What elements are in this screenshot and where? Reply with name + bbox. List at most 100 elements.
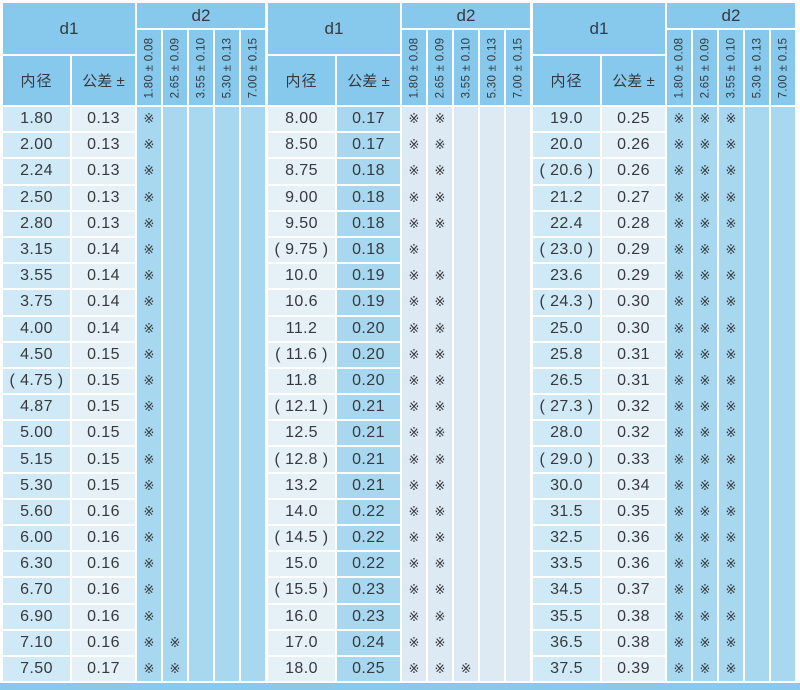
applicable-mark: ※: [673, 215, 685, 231]
inner-diameter-value-cell: ( 23.0 ): [533, 237, 600, 263]
tolerance-header-cell: 公差 ±: [72, 56, 135, 105]
mark-slot-empty: [189, 186, 213, 212]
applicable-mark: ※: [434, 425, 446, 441]
tolerance-value-cell: 0.16: [72, 552, 135, 577]
d2-header-cell: d2: [402, 3, 530, 28]
mark-slot-empty: [189, 343, 213, 369]
tolerance-value-cell: 0.18: [337, 237, 400, 263]
mark-slot-empty: [745, 421, 769, 447]
mark-slot-empty: [215, 212, 239, 238]
mark-slot-empty: [506, 212, 530, 238]
applicable-mark: ※: [725, 451, 737, 467]
inner-diameter-value-cell: 25.0: [533, 316, 600, 341]
applicable-mark: ※: [408, 477, 420, 493]
mark-slot-empty: [215, 133, 239, 159]
mark-slot-empty: [506, 107, 530, 133]
mark-slot-empty: [454, 290, 478, 316]
applicable-mark: ※: [434, 215, 446, 231]
applicable-mark: ※: [725, 189, 737, 205]
tolerance-value-cell: 0.13: [72, 159, 135, 184]
mark-slot-empty: [745, 631, 769, 657]
applicable-mark: ※: [699, 346, 711, 362]
applicable-mark: ※: [699, 163, 711, 179]
applicable-mark: ※: [434, 320, 446, 336]
d2-size-4-label: 5.30 ± 0.13: [221, 37, 233, 98]
mark-slot-empty: [241, 395, 265, 421]
tolerance-value-cell: 0.15: [72, 473, 135, 498]
mark-slot-empty: [771, 107, 795, 133]
mark-slot-empty: [241, 657, 265, 681]
mark-slot-empty: [163, 605, 187, 631]
applicable-mark: ※: [725, 477, 737, 493]
applicable-mark: ※: [434, 451, 446, 467]
applicable-mark: ※: [143, 320, 155, 336]
inner-diameter-value-cell: 4.50: [3, 342, 70, 367]
tolerance-value-cell: 0.23: [337, 578, 400, 603]
applicable-mark: ※: [143, 451, 155, 467]
applicable-mark: ※: [434, 661, 446, 677]
tolerance-value-cell: 0.21: [337, 395, 400, 420]
mark-slot-empty: [241, 578, 265, 604]
mark-slot-empty: [771, 657, 795, 681]
mark-slot-empty: [745, 578, 769, 604]
tolerance-value-cell: 0.20: [337, 368, 400, 394]
tolerance-value-cell: 0.34: [602, 473, 665, 498]
mark-slot-empty: [771, 186, 795, 212]
tolerance-value-cell: 0.25: [602, 107, 665, 132]
mark-slot-empty: [480, 395, 504, 421]
mark-slot-empty: [454, 369, 478, 395]
mark-slot-empty: [241, 212, 265, 238]
inner-diameter-value-cell: 6.00: [3, 526, 70, 551]
d2-size-4-label: 5.30 ± 0.13: [751, 37, 763, 98]
tolerance-value-cell: 0.32: [602, 395, 665, 420]
inner-diameter-value-cell: 37.5: [533, 656, 600, 682]
mark-slot-empty: [241, 447, 265, 473]
applicable-mark: ※: [725, 268, 737, 284]
tolerance-value-cell: 0.22: [337, 499, 400, 524]
applicable-mark: ※: [434, 111, 446, 127]
mark-slot-empty: [771, 447, 795, 473]
mark-slot-empty: [506, 395, 530, 421]
applicable-mark: ※: [408, 503, 420, 519]
mark-slot-empty: [163, 474, 187, 500]
inner-diameter-value-cell: ( 11.6 ): [268, 342, 335, 367]
applicable-mark: ※: [725, 242, 737, 258]
tolerance-value-cell: 0.15: [72, 342, 135, 367]
mark-slot-empty: [771, 500, 795, 526]
inner-diameter-value-cell: 10.6: [268, 290, 335, 315]
applicable-mark: ※: [725, 503, 737, 519]
mark-slot-empty: [163, 369, 187, 395]
d2-mark-stripes: ※ ※ ※ ※ ※ ※ ※ ※ ※ ※ ※ ※ ※ ※ ※ ※ ※ ※ ※ ※ ※ ※ ※ ※ ※ ※ ※ ※ ※ ※ ※ ※ ※ ※ ※ ※ ※ ※ ※ ※…: [667, 107, 795, 682]
inner-diameter-value-cell: 8.50: [268, 133, 335, 158]
applicable-mark: ※: [699, 242, 711, 258]
mark-slot-empty: [189, 264, 213, 290]
applicable-mark: ※: [143, 582, 155, 598]
mark-slot-empty: [745, 343, 769, 369]
applicable-mark: ※: [673, 137, 685, 153]
applicable-mark: ※: [699, 215, 711, 231]
d2-column-stripe-2: ※ ※ ※ ※ ※ ※ ※ ※ ※ ※ ※ ※ ※ ※ ※ ※ ※ ※ ※ ※ ※: [428, 107, 452, 682]
inner-diameter-value-cell: 2.00: [3, 133, 70, 158]
inner-diameter-value-cell: ( 20.6 ): [533, 159, 600, 184]
applicable-mark: ※: [169, 634, 181, 650]
applicable-mark: ※: [725, 372, 737, 388]
mark-slot-empty: [745, 317, 769, 343]
mark-slot-empty: [506, 500, 530, 526]
mark-slot-empty: [163, 343, 187, 369]
mark-slot-empty: [506, 290, 530, 316]
mark-slot-empty: [189, 159, 213, 185]
mark-slot-empty: [215, 421, 239, 447]
d1-header-cell: d1: [533, 3, 665, 54]
mark-slot-empty: [506, 159, 530, 185]
mark-slot-empty: [771, 369, 795, 395]
applicable-mark: ※: [143, 137, 155, 153]
mark-slot-empty: [454, 474, 478, 500]
tolerance-value-cell: 0.38: [602, 604, 665, 629]
inner-diameter-value-cell: 5.15: [3, 447, 70, 472]
inner-diameter-value-cell: 34.5: [533, 578, 600, 603]
applicable-mark: ※: [699, 451, 711, 467]
mark-slot-empty: [189, 578, 213, 604]
mark-slot-empty: [454, 343, 478, 369]
applicable-mark: ※: [408, 634, 420, 650]
